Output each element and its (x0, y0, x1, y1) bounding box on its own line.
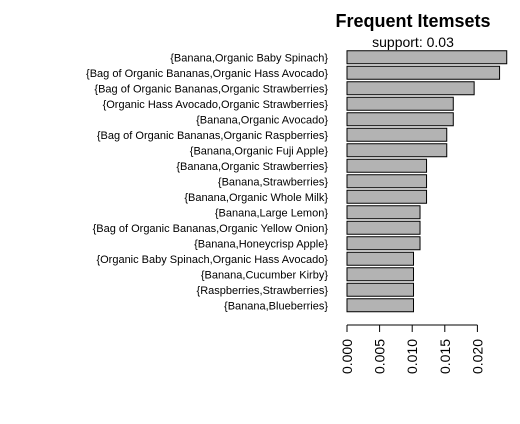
bar (346, 174, 428, 189)
category-label: {Bag of Organic Bananas,Organic Yellow O… (93, 223, 329, 235)
category-label: {Bag of Organic Bananas,Organic Hass Avo… (86, 68, 328, 80)
bar (346, 96, 454, 111)
bar (346, 50, 508, 65)
category-label: {Organic Hass Avocado,Organic Strawberri… (103, 99, 329, 111)
x-tick-label: 0.000 (339, 339, 355, 374)
bar (346, 189, 428, 204)
chart-title: Frequent Itemsets (335, 11, 490, 31)
category-label: {Banana,Strawberries} (218, 176, 328, 188)
bar (346, 112, 454, 127)
category-label: {Bag of Organic Bananas,Organic Raspberr… (97, 130, 328, 142)
chart-subtitle: support: 0.03 (372, 34, 454, 50)
bar (346, 298, 415, 313)
bars-group (346, 50, 508, 313)
bar (346, 143, 448, 158)
bar (346, 236, 421, 251)
category-label: {Banana,Organic Strawberries} (176, 161, 328, 173)
bar (346, 81, 475, 96)
x-tick-label: 0.010 (404, 339, 420, 374)
category-label: {Banana,Organic Whole Milk} (184, 192, 328, 204)
bar (346, 127, 448, 142)
category-label: {Organic Baby Spinach,Organic Hass Avoca… (96, 254, 328, 266)
category-label: {Banana,Blueberries} (224, 300, 328, 312)
bar (346, 282, 415, 297)
category-label: {Banana,Organic Avocado} (196, 114, 328, 126)
category-label: {Banana,Organic Baby Spinach} (170, 52, 328, 64)
category-label: {Bag of Organic Bananas,Organic Strawber… (94, 83, 328, 95)
bar (346, 251, 415, 266)
category-label: {Raspberries,Strawberries} (197, 285, 329, 297)
bar (346, 158, 428, 173)
bar (346, 220, 421, 235)
bar (346, 267, 415, 282)
x-tick-label: 0.015 (437, 339, 453, 374)
category-label: {Banana,Organic Fuji Apple} (190, 145, 329, 157)
bar (346, 65, 501, 80)
category-label: {Banana,Cucumber Kirby} (201, 269, 329, 281)
category-label: {Banana,Large Lemon} (215, 207, 328, 219)
x-axis: 0.000 0.005 0.010 0.015 0.020 (339, 324, 485, 374)
category-label: {Banana,Honeycrisp Apple} (194, 238, 328, 250)
x-tick-label: 0.005 (372, 339, 388, 374)
x-tick-label: 0.020 (469, 339, 485, 374)
category-labels-group: {Banana,Organic Baby Spinach} {Bag of Org… (86, 52, 328, 312)
bar (346, 205, 421, 220)
